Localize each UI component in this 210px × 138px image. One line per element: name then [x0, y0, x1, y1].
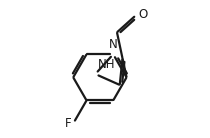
Text: NH: NH — [98, 59, 116, 71]
Text: N: N — [109, 38, 118, 51]
Text: O: O — [139, 8, 148, 21]
Text: F: F — [65, 117, 71, 130]
